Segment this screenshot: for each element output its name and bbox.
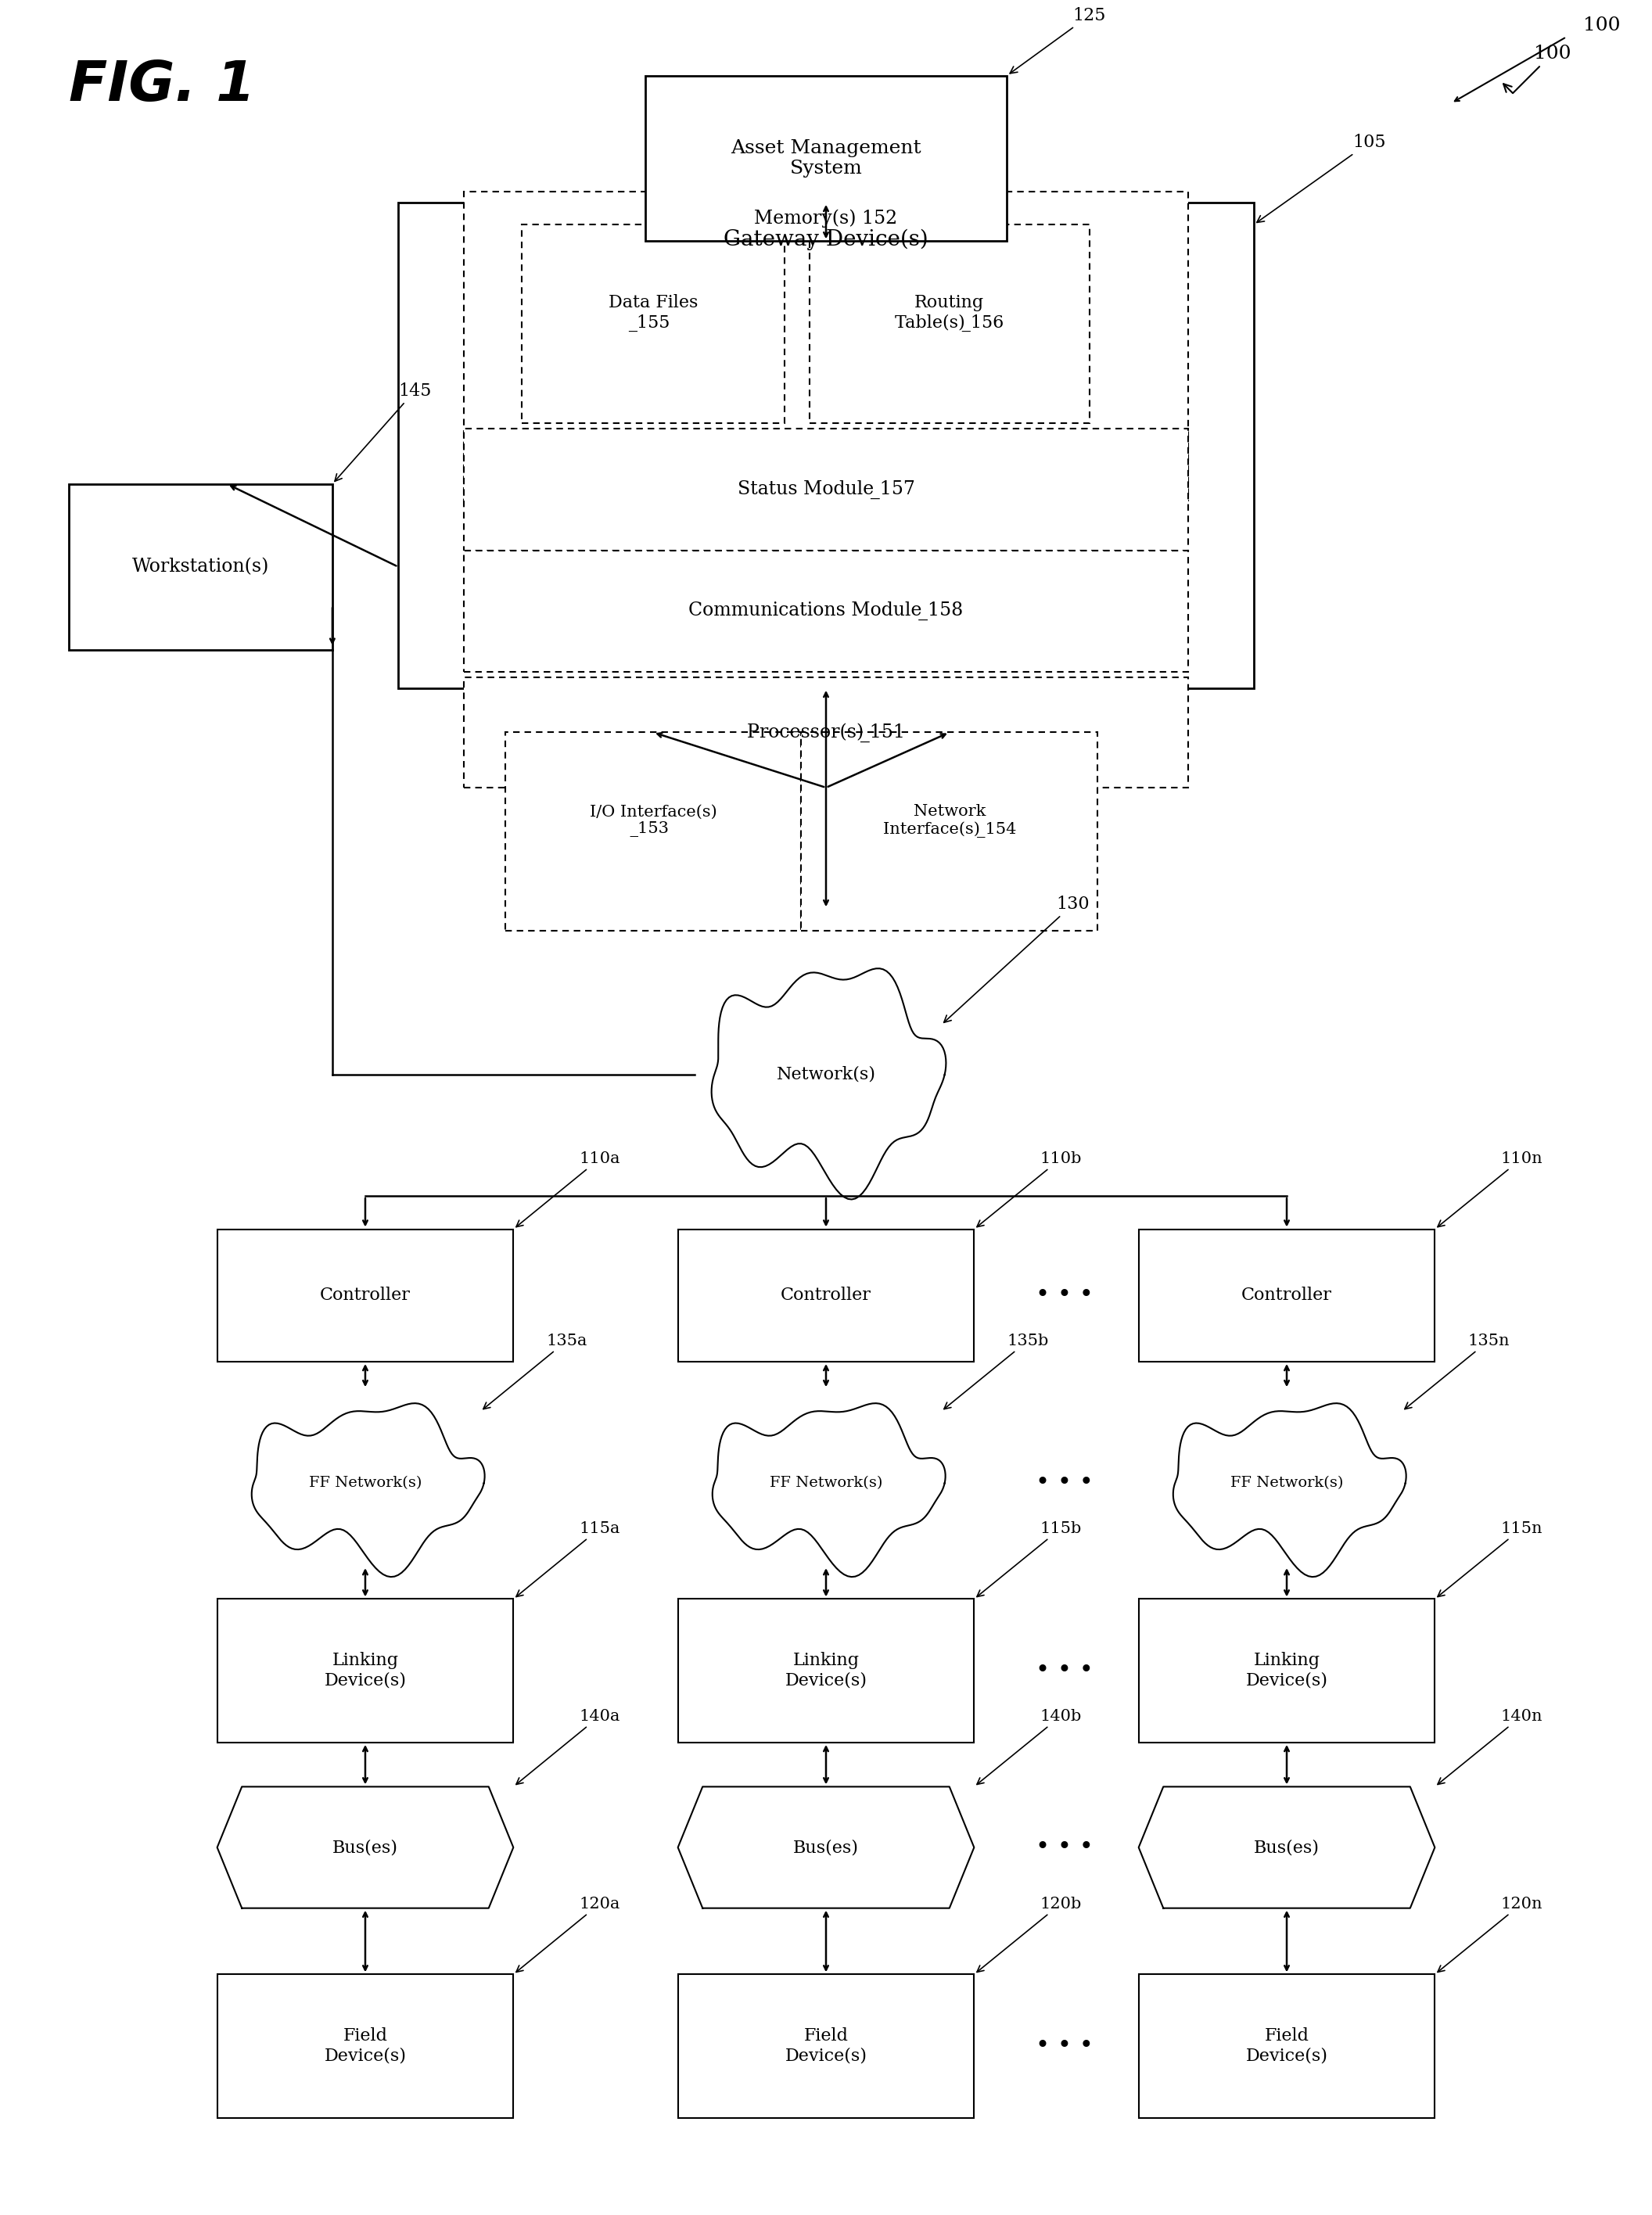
Text: 140b: 140b [976,1708,1082,1785]
Polygon shape [1138,1788,1436,1907]
Text: 120b: 120b [976,1896,1082,1971]
FancyBboxPatch shape [69,485,332,649]
Text: Controller: Controller [320,1287,411,1305]
FancyBboxPatch shape [809,224,1089,423]
Text: Controller: Controller [781,1287,871,1305]
FancyBboxPatch shape [522,224,785,423]
Text: 120n: 120n [1437,1896,1543,1971]
Text: Field
Device(s): Field Device(s) [785,2027,867,2064]
Text: Status Module ̲157: Status Module ̲157 [737,481,915,498]
Text: 115b: 115b [976,1522,1082,1597]
Text: • • •: • • • [1036,1471,1094,1495]
Text: Field
Device(s): Field Device(s) [324,2027,406,2064]
Text: Bus(es): Bus(es) [793,1838,859,1856]
Text: Processor(s) ̲151: Processor(s) ̲151 [747,722,905,742]
Polygon shape [712,968,947,1198]
Text: 100: 100 [1583,16,1621,33]
FancyBboxPatch shape [398,202,1254,689]
Text: 115a: 115a [515,1522,620,1597]
Text: 145: 145 [335,383,431,481]
Text: FF Network(s): FF Network(s) [1231,1475,1343,1491]
FancyBboxPatch shape [677,1974,975,2118]
FancyBboxPatch shape [216,1599,514,1743]
FancyBboxPatch shape [1138,1229,1436,1362]
Text: 120a: 120a [515,1896,620,1971]
Text: I/O Interface(s)
̲153: I/O Interface(s) ̲153 [590,804,717,837]
FancyBboxPatch shape [216,1974,514,2118]
Text: Linking
Device(s): Linking Device(s) [785,1652,867,1690]
FancyBboxPatch shape [506,733,801,930]
Text: 105: 105 [1257,133,1386,222]
Text: 135a: 135a [484,1333,586,1409]
Text: • • •: • • • [1036,2033,1094,2058]
Text: Workstation(s): Workstation(s) [132,558,269,576]
FancyBboxPatch shape [644,75,1008,241]
FancyBboxPatch shape [464,678,1188,789]
Text: 100: 100 [1503,44,1571,93]
FancyBboxPatch shape [216,1229,514,1362]
Polygon shape [1173,1404,1406,1577]
Text: Field
Device(s): Field Device(s) [1246,2027,1328,2064]
Text: 125: 125 [1009,7,1105,73]
FancyBboxPatch shape [464,190,1188,501]
Text: 135b: 135b [943,1333,1049,1409]
Text: Memory(s) 152: Memory(s) 152 [755,208,897,228]
Polygon shape [251,1404,484,1577]
Text: Bus(es): Bus(es) [332,1838,398,1856]
Text: • • •: • • • [1036,1282,1094,1307]
Text: 140n: 140n [1437,1708,1543,1785]
Text: FF Network(s): FF Network(s) [770,1475,882,1491]
Text: Bus(es): Bus(es) [1254,1838,1320,1856]
Text: Network
Interface(s) ̲154: Network Interface(s) ̲154 [882,804,1016,837]
FancyBboxPatch shape [677,1229,975,1362]
Text: • • •: • • • [1036,1659,1094,1683]
FancyBboxPatch shape [1138,1974,1436,2118]
FancyBboxPatch shape [1138,1599,1436,1743]
Text: 110a: 110a [515,1152,620,1227]
FancyBboxPatch shape [464,430,1188,549]
Text: 130: 130 [943,895,1090,1023]
Text: FF Network(s): FF Network(s) [309,1475,421,1491]
FancyBboxPatch shape [677,1599,975,1743]
Text: Linking
Device(s): Linking Device(s) [1246,1652,1328,1690]
Text: 115n: 115n [1437,1522,1543,1597]
Text: Network(s): Network(s) [776,1065,876,1083]
Text: Controller: Controller [1241,1287,1332,1305]
Polygon shape [712,1404,945,1577]
FancyBboxPatch shape [801,733,1097,930]
FancyBboxPatch shape [464,549,1188,671]
Polygon shape [677,1788,975,1907]
Text: Asset Management
System: Asset Management System [730,140,922,177]
Polygon shape [216,1788,514,1907]
Text: Communications Module ̲158: Communications Module ̲158 [689,602,963,620]
Text: 110b: 110b [976,1152,1082,1227]
Text: 135n: 135n [1404,1333,1510,1409]
Text: Data Files
̲155: Data Files ̲155 [608,295,697,332]
Text: Linking
Device(s): Linking Device(s) [324,1652,406,1690]
Text: FIG. 1: FIG. 1 [69,60,256,113]
Text: 110n: 110n [1437,1152,1543,1227]
Text: • • •: • • • [1036,1836,1094,1861]
Text: Gateway Device(s): Gateway Device(s) [724,228,928,250]
Text: Routing
Table(s) ̲156: Routing Table(s) ̲156 [895,295,1004,332]
Text: 140a: 140a [515,1708,620,1785]
